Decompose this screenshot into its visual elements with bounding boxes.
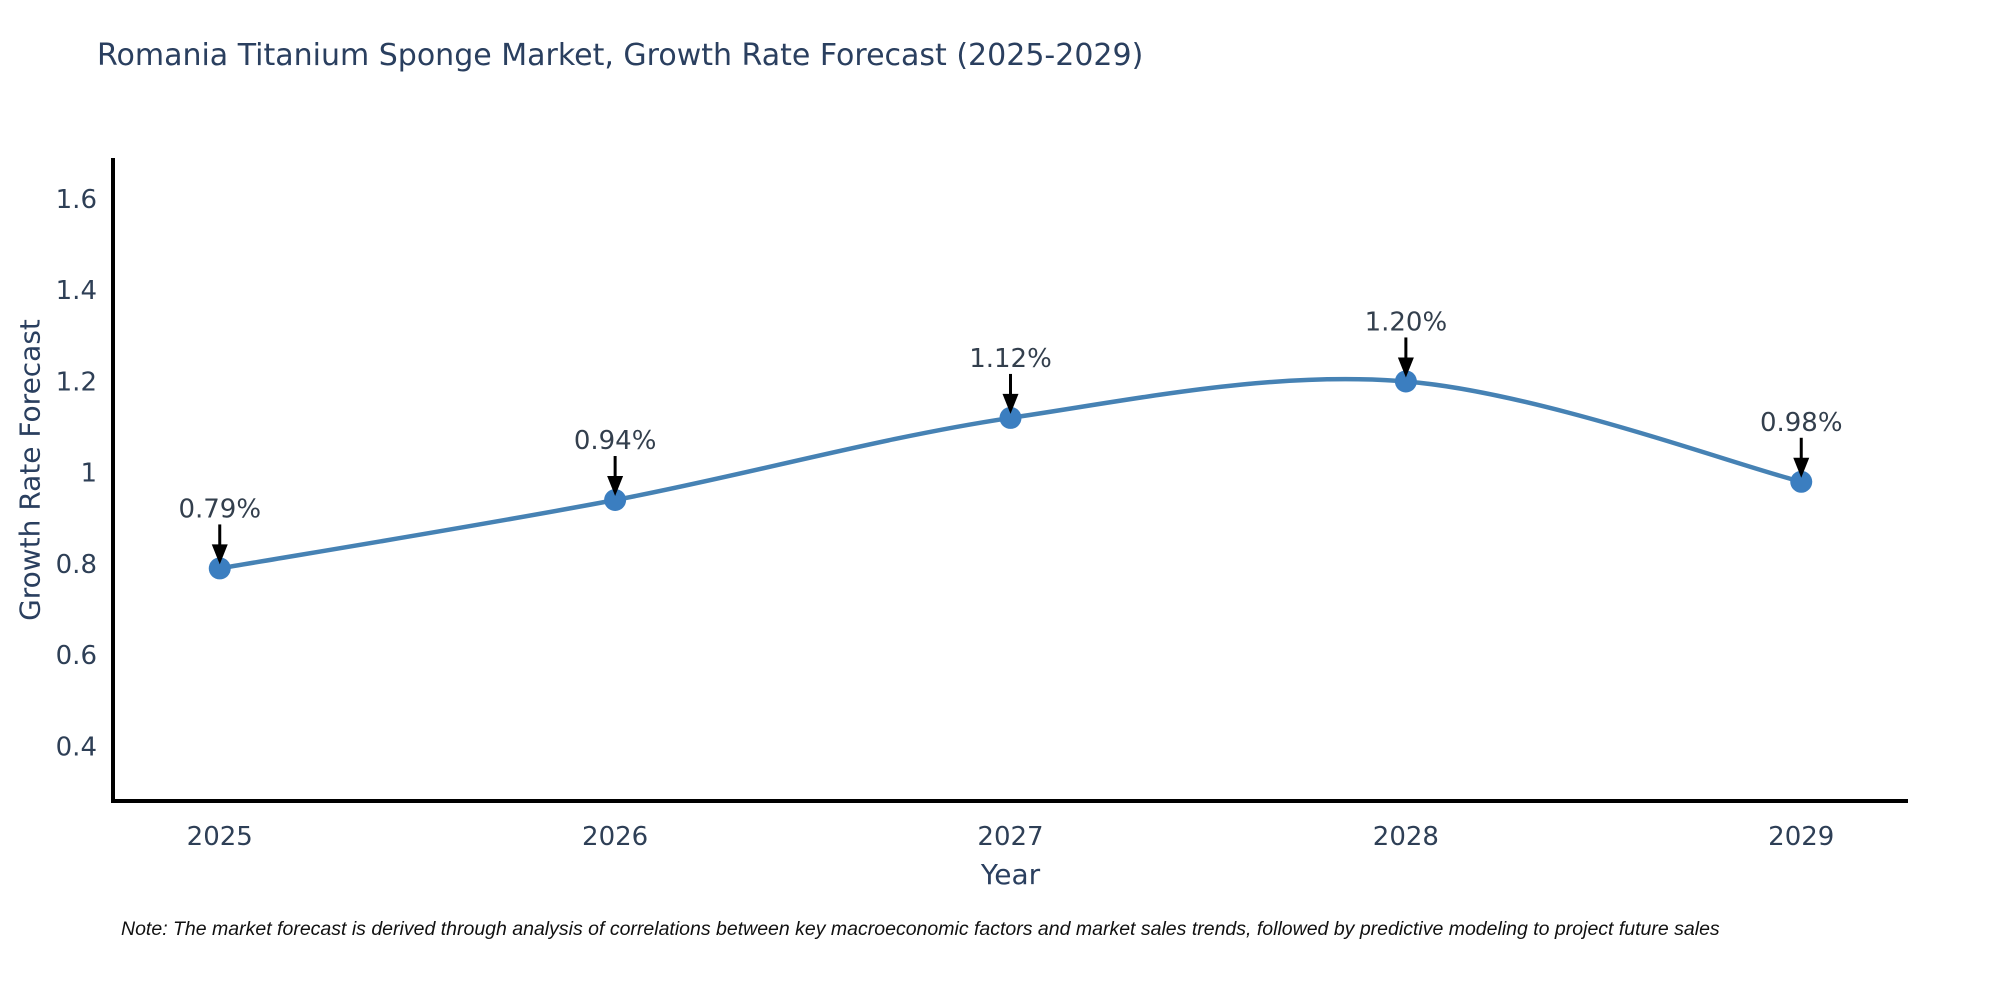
point-value-label: 0.79% (178, 494, 261, 524)
data-point-marker-2029 (1790, 470, 1813, 493)
point-value-label: 0.94% (574, 426, 657, 456)
point-value-label: 1.12% (969, 344, 1052, 374)
annotation-arrowhead-icon (607, 476, 624, 497)
data-point-marker-2027 (999, 406, 1022, 429)
y-axis-title: Growth Rate Forecast (13, 319, 47, 621)
x-tick-label: 2027 (977, 822, 1043, 852)
annotation-arrowhead-icon (1793, 457, 1810, 478)
annotation-arrowhead-icon (1397, 357, 1414, 378)
annotation-arrowhead-icon (1002, 393, 1019, 414)
y-tick-label: 0.6 (56, 641, 97, 671)
data-point-marker-2026 (604, 489, 627, 512)
x-tick-label: 2025 (187, 822, 253, 852)
x-tick-label: 2028 (1373, 822, 1439, 852)
y-tick-label: 0.8 (56, 550, 97, 580)
annotation-arrowhead-icon (211, 544, 228, 565)
point-value-label: 0.98% (1760, 408, 1843, 438)
data-point-marker-2025 (208, 557, 231, 580)
y-tick-label: 1.4 (56, 276, 97, 306)
footnote: Note: The market forecast is derived thr… (121, 918, 1720, 940)
x-axis-title: Year (980, 858, 1041, 891)
y-tick-label: 1.2 (56, 367, 97, 397)
x-tick-label: 2026 (582, 822, 648, 852)
chart-title: Romania Titanium Sponge Market, Growth R… (97, 38, 1144, 73)
x-tick-label: 2029 (1768, 822, 1834, 852)
data-point-marker-2028 (1394, 370, 1417, 393)
y-tick-label: 0.4 (56, 732, 97, 762)
point-value-label: 1.20% (1365, 307, 1448, 337)
y-tick-label: 1.6 (56, 185, 97, 215)
y-tick-label: 1 (80, 459, 97, 489)
